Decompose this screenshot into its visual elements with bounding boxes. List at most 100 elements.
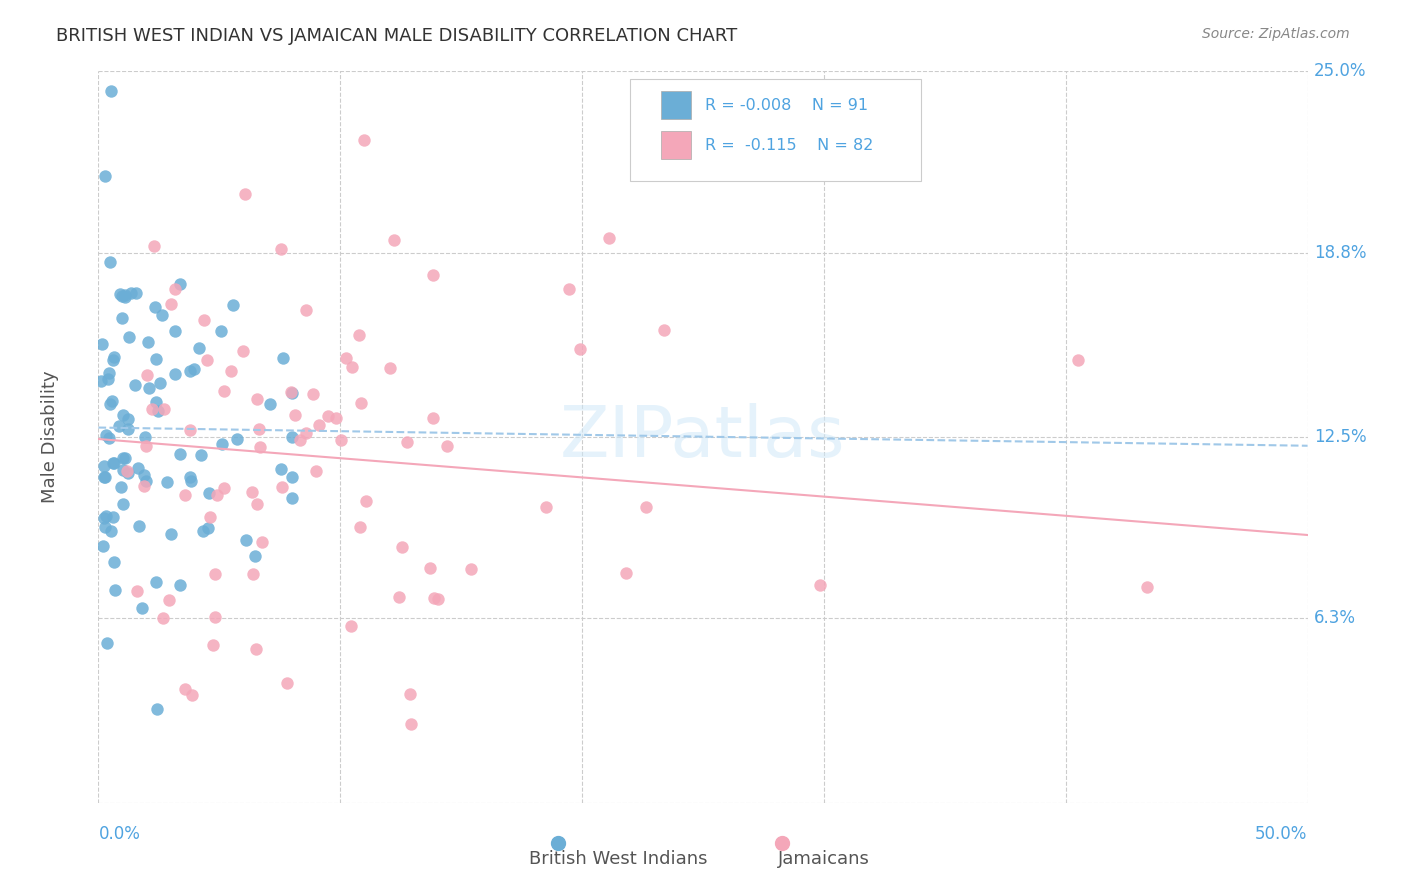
Point [115,464,138,478]
Point [138,381,160,395]
Point [422,268,444,282]
Point [295,425,318,440]
Point [353,133,375,147]
Point [135,474,157,488]
Point [280,385,302,400]
Point [114,450,136,465]
Point [197,521,219,535]
Point [422,411,444,425]
Point [193,312,215,326]
Point [354,494,377,508]
Text: Jamaicans: Jamaicans [778,850,870,868]
Point [134,429,156,443]
Point [281,385,304,400]
Point [111,289,134,303]
Point [340,359,363,374]
Point [117,411,139,425]
Point [174,681,197,696]
Point [202,638,225,652]
Point [276,675,298,690]
Point [93,511,115,525]
Point [112,463,135,477]
Text: R =  -0.115    N = 82: R = -0.115 N = 82 [706,138,873,153]
Point [399,687,422,701]
Point [242,566,264,581]
Point [569,343,592,357]
Point [127,461,149,475]
Point [155,475,177,489]
Point [128,518,150,533]
Point [288,433,311,447]
Point [187,341,209,355]
Point [181,688,204,702]
Point [295,303,318,318]
Point [124,378,146,392]
Point [232,344,254,359]
Point [423,591,446,606]
Point [101,394,124,409]
Point [183,361,205,376]
Point [169,578,191,592]
Point [246,497,269,511]
Point [226,432,249,446]
Point [270,242,292,256]
Point [97,372,120,386]
Point [173,488,195,502]
Point [200,510,222,524]
Point [1136,581,1159,595]
Point [94,169,117,184]
Point [96,636,118,650]
Point [157,593,180,607]
Text: 50.0%: 50.0% [1256,825,1308,843]
Point [212,481,235,495]
Point [396,435,419,450]
Text: R = -0.008    N = 91: R = -0.008 N = 91 [706,97,869,112]
Point [117,466,139,480]
Point [160,296,183,310]
Point [190,448,212,462]
Text: ZIPatlas: ZIPatlas [560,402,846,472]
Point [235,533,257,548]
Point [259,397,281,411]
Text: 6.3%: 6.3% [1313,609,1355,627]
Point [149,376,172,391]
Point [391,540,413,554]
Point [340,619,363,633]
Point [302,387,325,401]
Point [235,187,257,202]
Point [100,524,122,538]
Point [143,300,166,314]
Point [271,480,294,494]
Text: 0.0%: 0.0% [98,825,141,843]
Point [93,459,115,474]
Point [90,374,112,388]
Point [103,456,125,470]
Point [96,508,118,523]
Point [204,566,226,581]
Point [419,560,441,574]
Point [153,402,176,417]
Point [250,534,273,549]
Point [347,327,370,342]
FancyBboxPatch shape [661,91,690,119]
Point [205,488,228,502]
Point [211,437,233,451]
Point [94,470,117,484]
Point [131,601,153,615]
Point [169,447,191,461]
Point [180,474,202,488]
Point [399,717,422,731]
Point [132,479,155,493]
Point [808,578,831,592]
Point [179,364,201,378]
Point [108,287,131,301]
Point [316,409,339,423]
Point [281,469,304,483]
Point [150,308,173,322]
Point [281,430,304,444]
Text: British West Indians: British West Indians [529,850,707,868]
Point [598,230,620,244]
Point [98,397,121,411]
Point [349,520,371,534]
Point [204,609,226,624]
